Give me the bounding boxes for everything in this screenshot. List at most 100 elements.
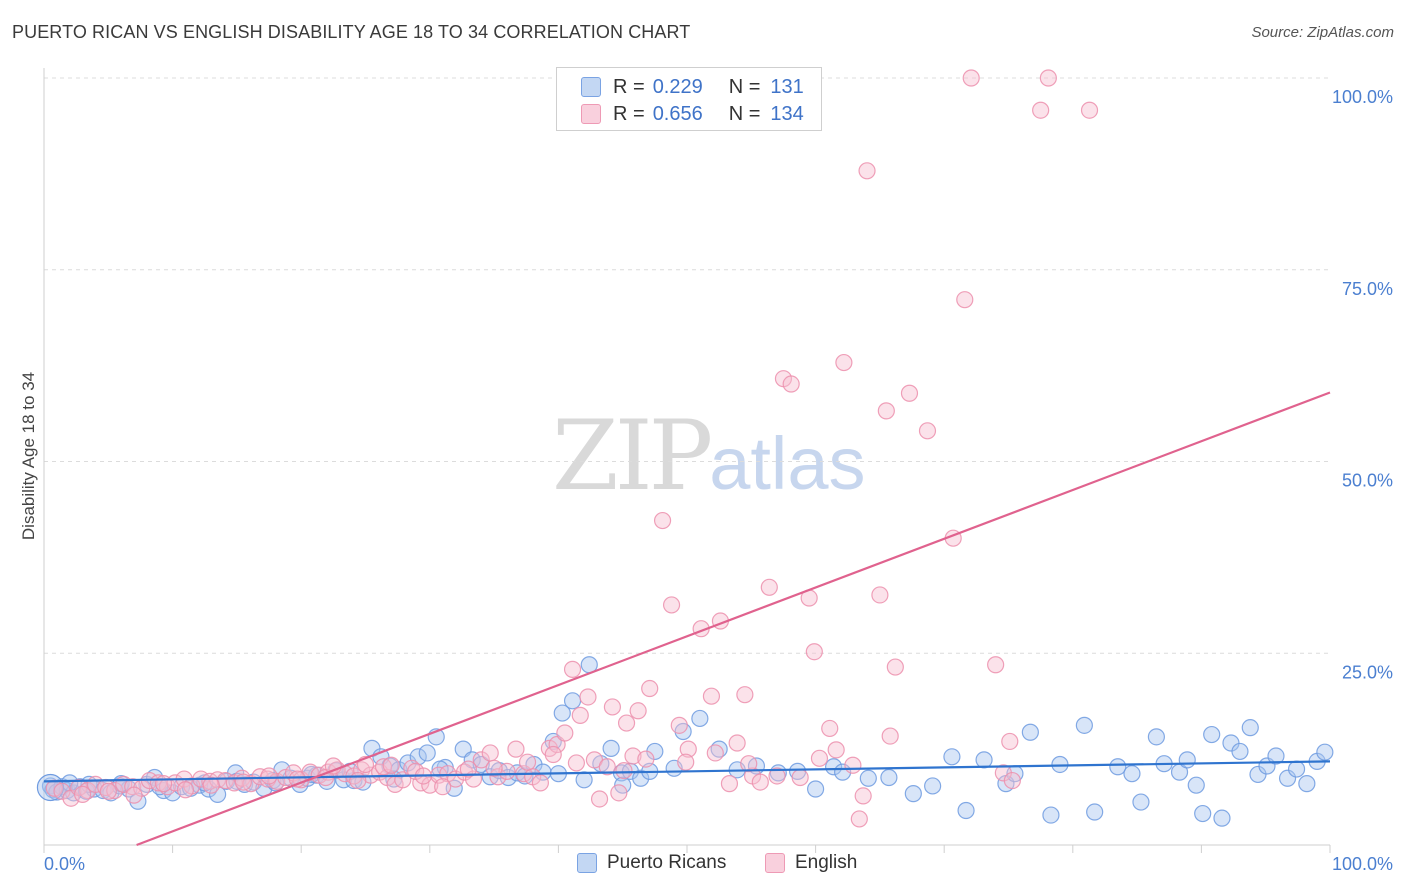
data-point (653, 511, 672, 530)
data-point (472, 755, 490, 774)
data-point (1132, 793, 1150, 811)
data-point (821, 719, 839, 738)
data-point (670, 716, 688, 734)
data-point (1178, 751, 1196, 769)
data-point (518, 753, 537, 771)
data-point (957, 801, 975, 820)
data-point (1298, 775, 1316, 793)
data-point (434, 778, 452, 796)
data-point (844, 756, 862, 774)
legend-item-english[interactable]: English (765, 852, 857, 874)
data-point (1042, 806, 1060, 824)
data-point (702, 687, 721, 705)
data-point (662, 596, 681, 614)
data-point (563, 692, 582, 710)
data-point (962, 69, 980, 87)
data-point (418, 744, 436, 762)
data-point (489, 768, 507, 786)
data-point (1278, 769, 1297, 787)
data-point (637, 750, 655, 768)
data-point (1316, 743, 1334, 761)
data-point (736, 686, 754, 704)
data-point (553, 704, 571, 722)
data-point (679, 740, 697, 758)
data-point (854, 787, 872, 805)
y-tick-label: 50.0% (1342, 471, 1393, 491)
data-point (1021, 723, 1039, 741)
x-tick-label: 0.0% (44, 854, 85, 874)
legend-row-english: R = 0.656 N = 134 (581, 102, 804, 126)
data-point (579, 688, 597, 706)
data-point (871, 586, 889, 604)
data-point (740, 755, 758, 773)
data-point (805, 643, 823, 661)
data-point (1086, 803, 1104, 821)
watermark-zip: ZIP (552, 400, 713, 512)
axis-labels: 25.0% 50.0% 75.0% 100.0% 0.0% 100.0% Disabilit… (19, 87, 1393, 874)
data-point (859, 769, 877, 787)
data-point (760, 578, 778, 596)
data-point (1003, 771, 1021, 790)
data-point (943, 748, 961, 766)
legend-r-label: R = (613, 75, 645, 98)
data-point (1287, 760, 1306, 778)
trend-line-puerto-ricans (43, 760, 1331, 783)
data-point (563, 660, 582, 678)
data-point (531, 774, 549, 792)
y-tick-label: 75.0% (1342, 279, 1393, 299)
data-point (1241, 719, 1259, 737)
legend-swatch-blue (581, 77, 601, 97)
data-point (677, 753, 695, 771)
data-point (571, 706, 589, 724)
data-point (154, 775, 173, 793)
data-point (975, 751, 993, 769)
legend-item-puerto-ricans[interactable]: Puerto Ricans (577, 852, 726, 874)
data-point (1187, 776, 1205, 794)
data-point (1123, 765, 1141, 783)
data-point (706, 744, 724, 762)
data-point (590, 790, 609, 808)
data-point (728, 734, 746, 752)
data-point (556, 724, 574, 742)
legend-swatch-blue (577, 853, 597, 873)
watermark: ZIPatlas (552, 400, 866, 512)
data-point (806, 780, 825, 798)
x-tick-label: 100.0% (1332, 854, 1393, 874)
data-point (73, 785, 92, 803)
data-point (53, 782, 71, 800)
data-point (825, 758, 843, 776)
data-point (641, 679, 659, 698)
data-point (1267, 747, 1285, 765)
watermark-atlas: atlas (709, 422, 866, 505)
data-point (720, 775, 739, 793)
data-point (1075, 716, 1093, 734)
data-point (260, 767, 278, 785)
data-point (858, 162, 876, 180)
data-point (602, 739, 620, 757)
data-point (507, 740, 525, 758)
data-point (810, 749, 829, 767)
data-point (544, 745, 562, 764)
y-tick-label: 100.0% (1332, 87, 1393, 107)
legend-label: English (795, 852, 858, 873)
data-point (459, 760, 477, 778)
data-point (782, 375, 800, 393)
data-point (349, 771, 367, 790)
y-axis-title: Disability Age 18 to 34 (19, 372, 38, 540)
legend-swatch-pink (765, 853, 785, 873)
legend-label: Puerto Ricans (607, 852, 727, 873)
data-point (567, 754, 586, 772)
data-point (610, 784, 628, 802)
data-point (472, 751, 490, 769)
data-point (1194, 804, 1212, 823)
data-point (234, 773, 252, 791)
data-point (1213, 809, 1231, 827)
legend-swatch-pink (581, 104, 601, 124)
data-point (835, 353, 853, 372)
axes (43, 68, 1331, 853)
source-label: Source: ZipAtlas.com (1251, 24, 1394, 41)
data-point (617, 714, 636, 732)
data-point (1001, 732, 1019, 751)
data-point (924, 777, 942, 795)
